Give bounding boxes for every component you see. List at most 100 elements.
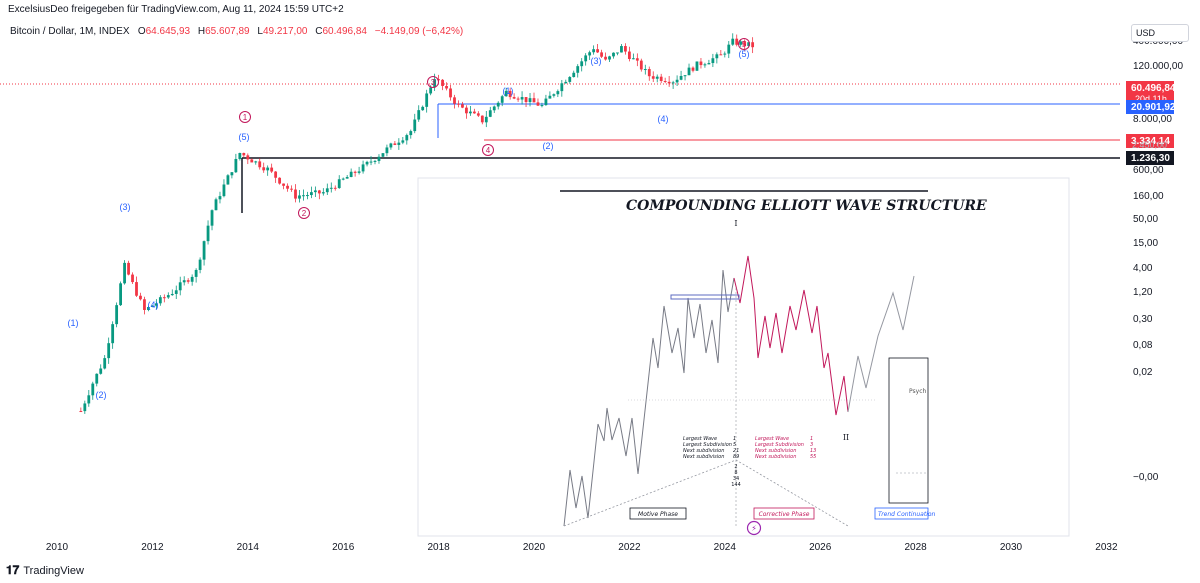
candle-body [258,161,262,168]
candle-body [469,111,472,114]
inset-table-right-label: Largest Wave [755,436,789,442]
inset-corrective-box [753,507,815,520]
candle-body [520,97,524,100]
candle-body [747,42,751,46]
candle-body [671,82,675,84]
candle-body [365,161,369,165]
lightning-icon [746,520,762,536]
x-tick-label: 2022 [618,542,641,553]
candle-body [294,189,297,199]
candle-body [377,156,381,161]
candle-body [95,373,99,384]
candle-body [659,76,663,81]
candle-body [433,79,437,88]
candle-body [484,116,488,123]
inset-center-number: 8 [734,470,737,476]
candle-body [695,61,699,71]
candle-body [687,67,691,76]
candle-body [401,140,405,143]
brand-label[interactable]: TradingView [23,564,84,577]
inset-title: COMPOUNDING ELLIOTT WAVE STRUCTURE [626,198,987,214]
candle-body [663,80,667,82]
candle-body [429,87,433,94]
candle-body [321,192,325,194]
price-label-bg [1126,134,1174,148]
candle-body [154,303,158,306]
candle-body [715,54,719,59]
candle-body [182,280,186,283]
candle-body [210,210,214,226]
candle-body [631,58,635,60]
candle-body [238,152,242,159]
candle-body [282,183,285,186]
candle-body [496,102,500,107]
candle-body [568,77,572,82]
candle-body [624,46,627,52]
candle-body [723,53,727,55]
inset-table-left-label: Next subdivision [683,448,724,454]
candle-body [500,96,504,103]
candle-body [409,131,413,136]
wave-label-blue: (5) [239,132,250,142]
y-tick-label: 8.000,00 [1133,114,1172,125]
candle-body [393,143,397,145]
wave-label-blue: (2) [543,141,554,151]
inset-motive-box [629,507,687,520]
candle-body [635,58,639,61]
price-label: 3.334,14 [1131,136,1170,147]
x-tick-label: 2012 [141,542,164,553]
high-key: H [197,26,206,37]
candle-body [369,161,373,163]
candle-body [87,395,91,404]
inset-table-right-value: 13 [810,448,816,454]
candle-body [461,104,464,108]
hidden-tick-label: 2.450,00 [1132,140,1167,150]
candle-body [91,383,95,396]
candle-body [405,135,409,141]
wave-circle-red [239,111,251,123]
y-tick-label: 50,00 [1133,214,1158,225]
wave-label-blue: (4) [658,114,669,124]
price-label-bg [1126,151,1174,165]
x-tick-label: 2018 [427,542,450,553]
x-tick-label: 2020 [523,542,546,553]
wave-label-red: 1 [243,113,248,122]
wave-label-blue: (2) [96,390,107,400]
candle-body [536,102,540,106]
candle-body [373,160,377,162]
candle-body [564,81,568,84]
candle-body [198,259,202,270]
candle-body [278,177,281,184]
candle-body [643,69,647,71]
chart-frame[interactable]: 2010 2012 2014 2016 2018 2020 2022 2024 2026 2028… [0,18,1200,558]
candle-body [119,283,122,306]
candle-body [139,295,142,300]
candle-body [445,85,448,89]
candle-body [270,167,274,172]
inset-motive-label: Motive Phase [638,511,678,518]
price-chart[interactable]: 2010 2012 2014 2016 2018 2020 2022 2024 2026 2028… [0,18,1200,558]
candle-body [596,49,599,53]
inset-roman-one: I [734,219,737,228]
candle-body [147,307,150,310]
inset-trend-label: Trend Continuation [878,511,936,518]
candle-body [647,69,651,77]
currency-selector[interactable]: USD [1131,24,1189,42]
footer: 𝟏𝟕 TradingView [6,563,84,578]
y-tick-label: 1,20 [1133,287,1153,298]
inset-table-left-label: Largest Subdivision [683,442,732,448]
inset-center-number: 144 [731,482,741,488]
price-label-countdown: 20d 11h [1135,94,1167,104]
candle-body [250,159,254,163]
share-caption: ExcelsiusDeo freigegeben für TradingView… [8,4,344,15]
y-tick-label: 15,00 [1133,238,1158,249]
candle-body [655,76,659,79]
symbol-label[interactable]: Bitcoin / Dollar, 1M, INDEX [10,26,130,37]
tradingview-logo-icon[interactable]: 𝟏𝟕 [6,563,20,577]
candle-body [417,110,421,120]
candle-body [206,225,210,242]
y-tick-label: 0,30 [1133,314,1153,325]
candle-body [166,295,170,298]
candle-body [735,38,739,45]
candle-body [679,76,683,80]
